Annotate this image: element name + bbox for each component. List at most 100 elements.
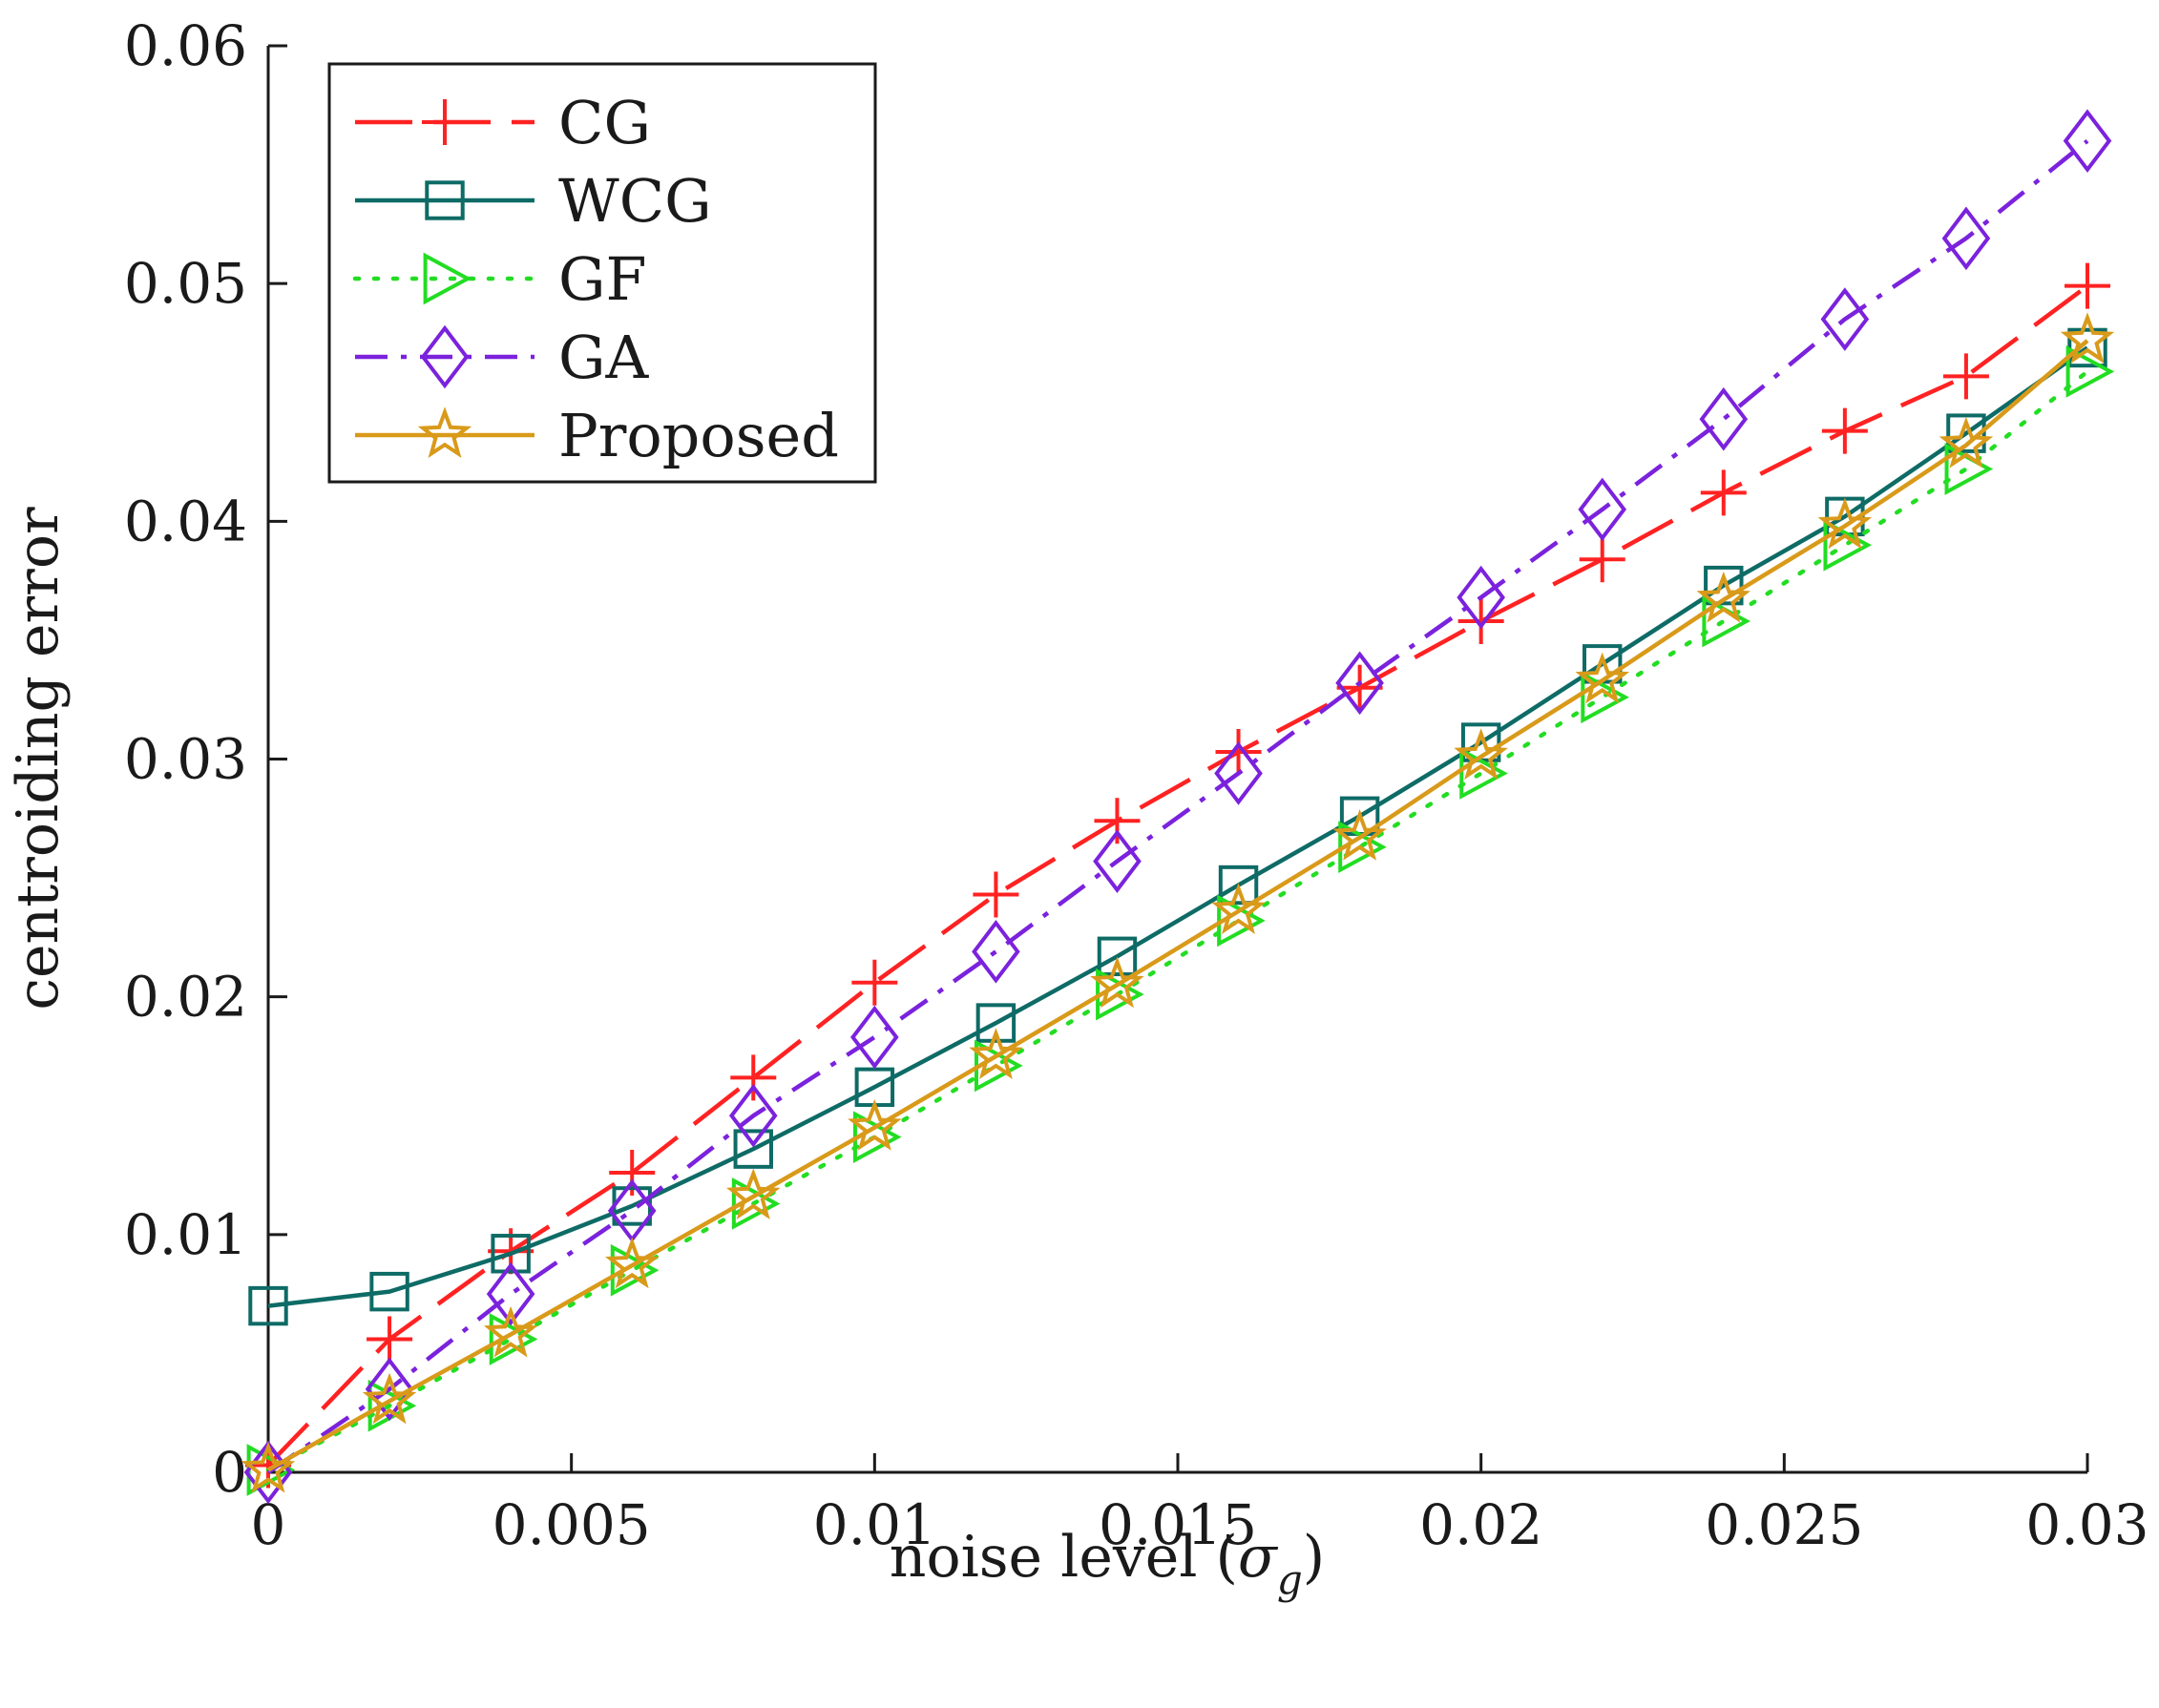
data-point-proposed	[1090, 956, 1144, 1009]
legend-label-cg: CG	[558, 88, 651, 157]
data-point-cg	[2065, 262, 2110, 309]
data-point-proposed	[483, 1305, 538, 1358]
y-tick-label: 0.04	[124, 489, 247, 553]
legend-marker-wcg	[425, 180, 465, 220]
x-axis-title-close: )	[1303, 1524, 1325, 1591]
data-point-proposed	[969, 1028, 1023, 1080]
data-point-cg	[1215, 729, 1262, 776]
y-tick-label: 0.05	[124, 251, 247, 316]
data-point-proposed	[1817, 497, 1873, 550]
legend-label-wcg: WCG	[558, 166, 712, 236]
legend-marker-proposed	[417, 406, 472, 459]
data-point-cg	[1579, 536, 1625, 583]
y-tick-label: 0.03	[124, 727, 247, 792]
x-tick-label: 0.02	[1419, 1492, 1542, 1557]
data-point-ga	[1335, 651, 1384, 716]
data-point-ga	[728, 1083, 778, 1148]
data-point-gf	[1459, 747, 1508, 800]
series-line-gf	[265, 369, 2090, 1472]
series-wcg	[248, 327, 2107, 1326]
x-tick-label: 0.025	[1705, 1492, 1863, 1557]
y-tick-label: 0.01	[124, 1202, 247, 1267]
data-point-gf	[610, 1243, 660, 1297]
data-point-proposed	[1454, 728, 1508, 781]
x-axis-title-sigma: σ	[1238, 1524, 1279, 1591]
legend-box	[327, 62, 877, 484]
series-line-wcg	[267, 345, 2089, 1308]
data-point-wcg	[1704, 565, 1744, 606]
data-point-cg	[851, 959, 898, 1006]
data-point-ga	[1457, 565, 1505, 630]
legend-label-gf: GF	[558, 244, 647, 314]
data-point-ga	[2063, 109, 2112, 173]
x-tick-label: 0.03	[2025, 1492, 2149, 1557]
legend-marker-gf	[423, 252, 472, 305]
x-axis-title: noise level (σg)	[890, 1524, 1325, 1603]
series-line-cg	[266, 283, 2089, 1468]
data-point-wcg	[975, 1003, 1017, 1043]
data-point-cg	[973, 871, 1019, 918]
data-point-ga	[1941, 206, 1991, 271]
legend-marker-ga	[420, 324, 470, 389]
data-point-proposed	[241, 1441, 296, 1493]
data-point-wcg	[1097, 936, 1138, 977]
data-point-cg	[1942, 353, 1989, 400]
data-point-wcg	[1218, 864, 1259, 906]
x-axis-title-text: noise level (	[890, 1524, 1238, 1591]
data-point-ga	[1214, 741, 1263, 805]
y-tick-label: 0.06	[124, 13, 247, 78]
data-point-wcg	[1946, 413, 1986, 453]
data-point-cg	[1457, 597, 1504, 644]
data-point-gf	[489, 1313, 538, 1365]
data-point-cg	[1700, 469, 1747, 516]
legend-item-proposed: Proposed	[355, 401, 839, 470]
data-point-proposed	[1939, 416, 1994, 469]
y-tick-label: 0	[212, 1440, 247, 1505]
legend-label-proposed: Proposed	[558, 401, 839, 470]
data-point-cg	[1821, 407, 1868, 454]
data-point-gf	[1823, 518, 1873, 572]
data-point-ga	[1820, 287, 1870, 351]
legend-item-ga: GA	[355, 323, 650, 392]
data-point-gf	[2065, 345, 2115, 398]
legend-marker-cg	[422, 99, 468, 145]
data-point-proposed	[1696, 571, 1751, 623]
y-axis-title: centroiding error	[5, 507, 72, 1010]
legend-item-cg: CG	[355, 88, 651, 157]
data-point-wcg	[248, 1285, 288, 1326]
series-proposed	[241, 312, 2115, 1493]
data-point-proposed	[1575, 652, 1630, 704]
data-point-proposed	[848, 1098, 902, 1151]
series-layer	[241, 109, 2115, 1505]
x-axis-title-subscript: g	[1277, 1556, 1303, 1603]
data-point-proposed	[604, 1237, 660, 1289]
data-point-ga	[850, 1005, 899, 1070]
data-point-proposed	[725, 1168, 781, 1220]
data-point-wcg	[491, 1234, 531, 1274]
data-point-cg	[1336, 664, 1383, 711]
x-tick-label: 0.005	[493, 1492, 651, 1557]
data-point-ga	[1578, 477, 1627, 542]
data-point-ga	[1699, 386, 1749, 451]
data-point-wcg	[733, 1129, 773, 1169]
data-point-ga	[972, 920, 1020, 984]
legend-label-ga: GA	[558, 323, 650, 392]
data-point-proposed	[1211, 883, 1266, 935]
data-point-proposed	[362, 1372, 417, 1425]
y-tick-label: 0.02	[124, 965, 247, 1030]
data-point-wcg	[369, 1271, 409, 1312]
x-tick-label: 0.015	[1099, 1492, 1257, 1557]
data-point-gf	[1581, 671, 1629, 724]
data-point-ga	[486, 1261, 535, 1326]
legend-item-wcg: WCG	[355, 166, 712, 236]
data-point-cg	[1094, 798, 1141, 844]
data-point-ga	[1093, 829, 1142, 893]
legend: CG WCG GF GA Proposed	[327, 62, 877, 484]
data-point-gf	[731, 1177, 781, 1230]
data-point-proposed	[2060, 312, 2115, 365]
series-line-ga	[266, 138, 2089, 1474]
series-line-proposed	[266, 339, 2089, 1472]
data-point-cg	[367, 1316, 413, 1363]
data-point-proposed	[1332, 808, 1387, 861]
